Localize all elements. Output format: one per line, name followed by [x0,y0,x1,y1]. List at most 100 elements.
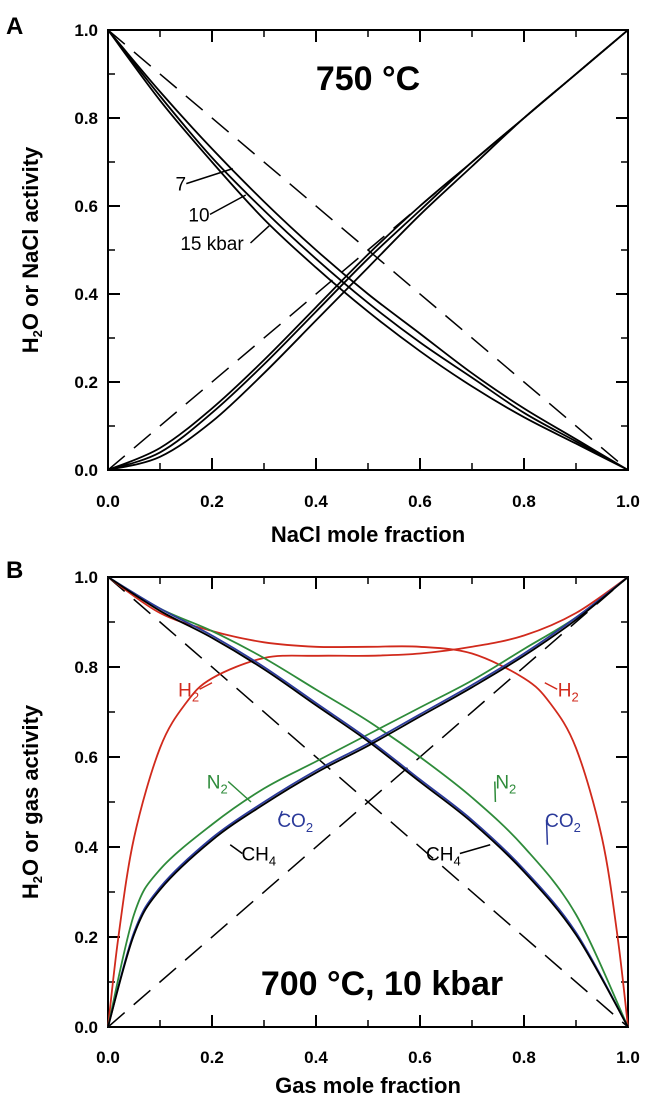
panel-b-x-tick-label: 0.4 [304,1048,328,1067]
panel-b-leader-line [459,844,491,855]
panel-b-y-tick-label: 0.6 [74,748,98,767]
panel-b-curve-label: H2 [558,680,579,704]
panel-b-leader-line [544,682,558,690]
panel-a-curve-h2o-15-kbar [107,29,629,471]
panel-a-y-tick-label: 0.4 [74,285,98,304]
panel-b-curve-h2-gas [107,576,629,1028]
label-symbol: CO [277,811,306,832]
label-subscript: 2 [509,781,516,796]
panel-b-curve-label: CH4 [241,845,276,869]
panel-b-curve-co2-gas [107,576,629,1028]
panel-b-leader-line [494,781,497,803]
panel-b-x-tick-label: 0.0 [96,1048,120,1067]
panel-a-letter: A [6,13,23,40]
panel-b-y-tick-label: 0.0 [74,1018,98,1037]
panel-a-y-tick-label: 0.6 [74,197,98,216]
panel-b-x-axis-label: Gas mole fraction [275,1073,461,1098]
panel-b-curve-label: CO2 [545,811,581,835]
panel-b-curve-label: CH4 [426,845,461,869]
panel-a-leader-line [186,167,234,185]
panel-a-y-tick-label: 0.8 [74,109,98,128]
panel-b-curves [107,576,629,1028]
panel-a-x-tick-label: 0.8 [512,492,536,511]
panel-b-curve-label: H2 [178,680,199,704]
label-symbol: N [207,773,221,794]
panel-b-y-tick-label: 0.4 [74,838,98,857]
panel-a-x-axis-label: NaCl mole fraction [271,522,465,547]
panel-a-y-tick-label: 1.0 [74,21,98,40]
panel-b-ideal-lines [107,576,629,1028]
panel-b-curve-label: CO2 [277,811,313,835]
panel-a-y-axis-label: H2O or NaCl activity [18,146,45,353]
panel-b-ideal-line-2 [107,576,629,1028]
panel-a-y-tick-label: 0.0 [74,461,98,480]
panel-a-curve-h2o-10-kbar [107,29,629,471]
label-subscript: 2 [306,819,313,834]
y-label-b-sub: 2 [30,876,45,883]
panel-a-curve-label: 10 [188,205,209,226]
label-symbol: CO [545,811,574,832]
y-label-a-pre: H [18,337,43,353]
panel-b-leader-line [229,844,243,855]
label-subscript: 2 [571,689,578,704]
panel-b-leader-line [199,682,213,690]
panel-a-x-tick-label: 0.0 [96,492,120,511]
y-label-b-post: O or gas activity [18,704,43,876]
panel-b-curve-label: N2 [495,773,516,797]
panel-a-curve-h2o-7-kbar [107,29,629,471]
panel-b-x-tick-label: 1.0 [616,1048,640,1067]
panel-a-ideal-line-2 [107,29,629,471]
panel-a-x-tick-label: 1.0 [616,492,640,511]
y-label-b-pre: H [18,883,43,899]
panel-a: A 0.0 0.2 0.4 0.6 0.8 1.0 0.0 0.2 0.4 0.6 0.8 1.0 7… [6,13,640,547]
label-subscript: 4 [269,853,276,868]
panel-a-curves [107,29,629,471]
panel-b-leader-line [278,810,283,821]
panel-b-curve-co2-h2o [107,576,629,1028]
panel-a-curve-nacl-15-kbar [107,29,629,471]
panel-a-annotations: 710 15 kbar [176,167,270,255]
panel-b-title: 700 °C, 10 kbar [261,965,503,1003]
panel-b-y-axis-label: H2O or gas activity [18,704,45,899]
panel-b-y-tick-label: 1.0 [74,568,98,587]
panel-a-curve-label: 7 [176,175,187,196]
panel-a-curve-label: 15 kbar [180,234,244,255]
label-subscript: 2 [192,689,199,704]
panel-b-x-tick-label: 0.8 [512,1048,536,1067]
panel-b-y-tick-label: 0.8 [74,658,98,677]
panel-a-y-tick-label: 0.2 [74,373,98,392]
panel-b-y-tick-label: 0.2 [74,928,98,947]
panel-a-x-tick-label: 0.2 [200,492,224,511]
panel-b-curve-ch4-h2o [107,576,629,1028]
panel-b-x-tick-label: 0.6 [408,1048,432,1067]
label-text: 10 [188,205,209,226]
panel-a-x-tick-label: 0.6 [408,492,432,511]
panel-b-curve-n2-gas [107,576,629,1028]
panel-a-ticks: 0.0 0.2 0.4 0.6 0.8 1.0 0.0 0.2 0.4 0.6 0.8 1.0 [74,21,639,511]
panel-a-leader-line [249,225,270,244]
panel-b: B 0.0 0.2 0.4 0.6 0.8 1.0 0.0 0.2 0.4 0.6 0.8 1.0 H… [6,557,640,1098]
panel-b-leader-line [545,819,549,845]
label-subscript: 2 [220,781,227,796]
panel-b-curve-ch4-gas [107,576,629,1028]
panel-a-leader-line [209,194,247,216]
panel-b-letter: B [6,557,23,584]
label-symbol: N [495,773,509,794]
y-label-a-sub: 2 [30,330,45,337]
label-symbol: H [558,680,572,701]
label-text: 7 [176,175,187,196]
label-symbol: CH [426,845,453,866]
label-text: 15 kbar [180,234,244,255]
panel-b-x-tick-label: 0.2 [200,1048,224,1067]
label-symbol: CH [241,845,268,866]
panel-b-leader-line [227,780,252,803]
panel-a-ideal-lines [107,29,629,471]
panel-b-curve-h2-h2o [107,576,629,1028]
label-symbol: H [178,680,192,701]
panel-b-curve-label: N2 [207,773,228,797]
panel-a-x-tick-label: 0.4 [304,492,328,511]
label-subscript: 4 [454,853,461,868]
y-label-a-post: O or NaCl activity [18,146,43,330]
